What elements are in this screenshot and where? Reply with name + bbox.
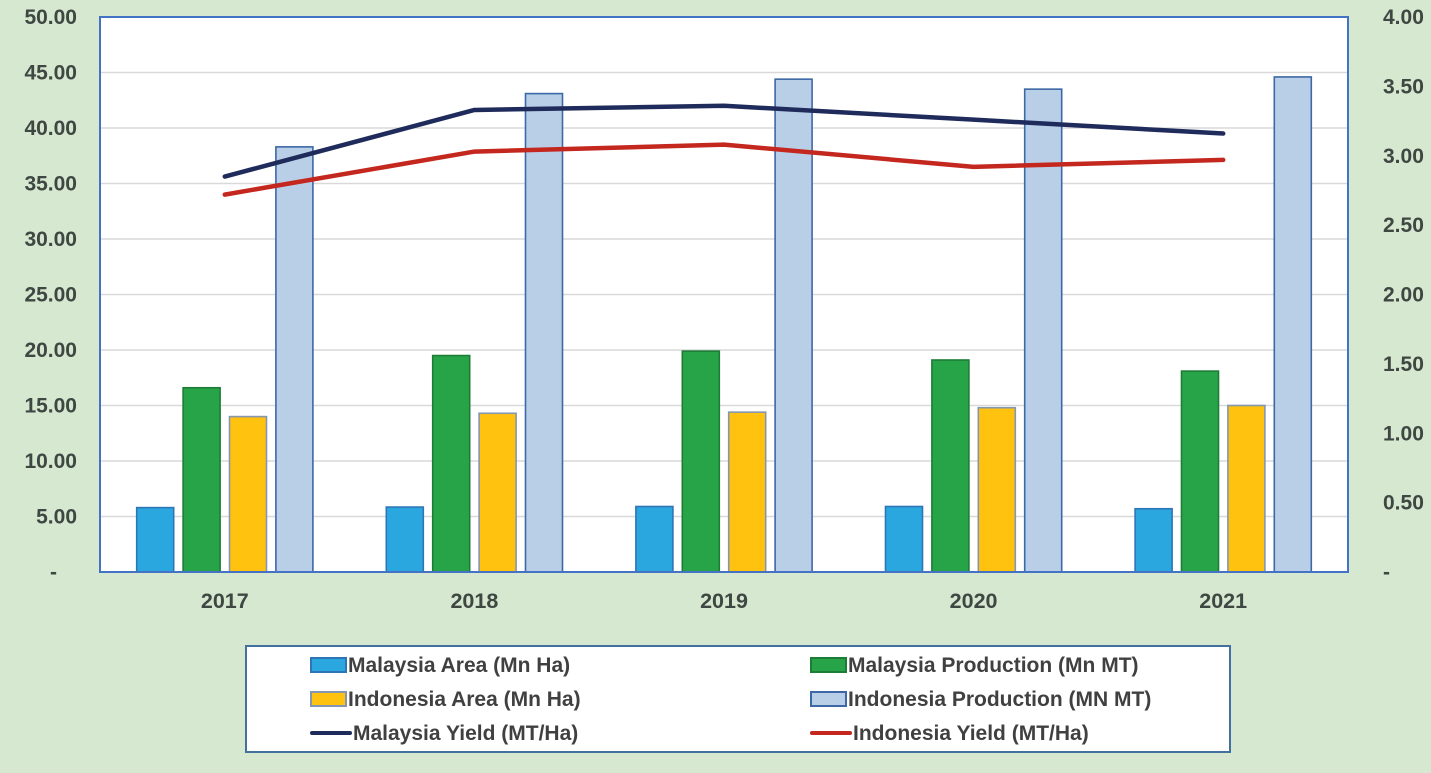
left-axis-tick: 35.00 [24,173,77,196]
legend-item: Indonesia Production (MN MT) [810,684,1229,715]
legend-item: Malaysia Production (Mn MT) [810,650,1229,681]
legend-item-label: Indonesia Yield (MT/Ha) [853,721,1089,745]
bar-malaysia-area-mn-ha-2021 [1134,507,1173,573]
x-axis-label-2019: 2019 [700,589,748,613]
right-axis-tick: 1.00 [1383,422,1424,445]
bar-indonesia-production-mn-mt-2019 [774,78,813,573]
legend-item-label: Malaysia Yield (MT/Ha) [353,721,579,745]
right-axis-tick: 4.00 [1383,6,1424,29]
bar-malaysia-area-mn-ha-2017 [135,506,175,573]
legend-item: Indonesia Yield (MT/Ha) [810,718,1229,749]
plot-border [99,16,1349,573]
left-axis-tick: - [50,561,57,584]
x-axis-label-2021: 2021 [1199,589,1247,613]
legend-item: Malaysia Area (Mn Ha) [247,650,810,681]
right-axis-tick: 2.50 [1383,214,1424,237]
x-axis-label-2017: 2017 [201,589,249,613]
line-swatch-icon [810,731,852,735]
bar-indonesia-area-mn-ha-2020 [977,406,1017,573]
bar-indonesia-production-mn-mt-2021 [1273,76,1313,573]
left-axis-tick: 40.00 [24,117,77,140]
bar-malaysia-area-mn-ha-2019 [635,505,674,573]
left-axis-tick: 15.00 [24,395,77,418]
bar-malaysia-area-mn-ha-2018 [385,506,425,573]
bar-indonesia-area-mn-ha-2018 [478,412,517,573]
legend-item-label: Malaysia Production (Mn MT) [848,653,1139,677]
line-indonesia-yield-mt-ha [222,142,1226,197]
bar-indonesia-production-mn-mt-2018 [524,92,564,573]
legend-item-label: Indonesia Production (MN MT) [848,687,1152,711]
x-axis-label-2020: 2020 [950,589,998,613]
bar-malaysia-production-mn-mt-2021 [1180,370,1220,573]
legend-item: Malaysia Yield (MT/Ha) [247,718,810,749]
bar-indonesia-production-mn-mt-2017 [275,146,314,573]
right-axis-tick: 3.00 [1383,145,1424,168]
legend-item-label: Indonesia Area (Mn Ha) [348,687,581,711]
left-axis-tick: 45.00 [24,62,77,85]
left-axis-tick: 20.00 [24,339,77,362]
x-axis-label-2018: 2018 [450,589,498,613]
right-axis-tick: 0.50 [1383,492,1424,515]
bar-swatch-icon [810,691,847,707]
line-swatch-icon [310,731,352,735]
left-axis-tick: 5.00 [36,506,77,529]
bar-malaysia-production-mn-mt-2019 [681,350,721,573]
bar-malaysia-production-mn-mt-2018 [431,354,471,573]
bar-swatch-icon [810,657,847,673]
left-axis-tick: 30.00 [24,228,77,251]
right-axis-tick: 1.50 [1383,353,1424,376]
bar-malaysia-area-mn-ha-2020 [884,505,924,573]
bar-indonesia-production-mn-mt-2020 [1023,88,1063,573]
right-axis-tick: - [1383,561,1390,584]
line-malaysia-yield-mt-ha [222,103,1226,179]
legend-item: Indonesia Area (Mn Ha) [247,684,810,715]
bar-malaysia-production-mn-mt-2020 [931,359,970,573]
bar-indonesia-area-mn-ha-2019 [727,411,767,573]
bar-indonesia-area-mn-ha-2017 [228,415,268,573]
bar-swatch-icon [310,657,347,673]
right-axis-tick: 2.00 [1383,284,1424,307]
right-axis-tick: 3.50 [1383,75,1424,98]
left-axis-tick: 50.00 [24,6,77,29]
bar-indonesia-area-mn-ha-2021 [1227,404,1266,573]
left-axis-tick: 10.00 [24,450,77,473]
left-axis-tick: 25.00 [24,284,77,307]
bar-malaysia-production-mn-mt-2017 [182,386,221,573]
bar-swatch-icon [310,691,347,707]
legend-item-label: Malaysia Area (Mn Ha) [348,653,571,677]
legend: Malaysia Area (Mn Ha) Malaysia Production… [245,645,1231,753]
